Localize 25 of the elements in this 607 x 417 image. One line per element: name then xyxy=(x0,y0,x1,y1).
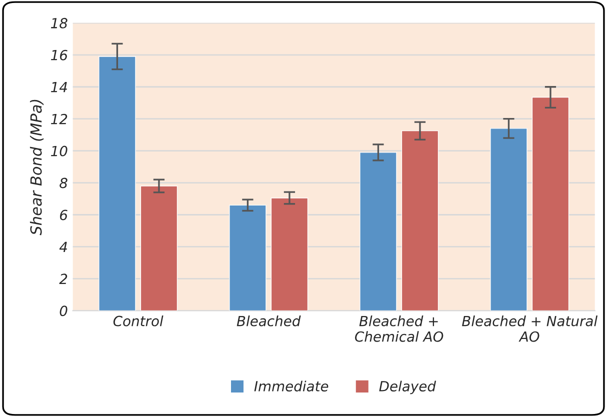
bar xyxy=(229,204,266,311)
bar xyxy=(490,128,528,311)
y-axis-title: Shear Bond (MPa) xyxy=(30,100,44,236)
x-tick-label: Bleached xyxy=(236,316,301,326)
y-tick-label: 0 xyxy=(60,306,68,316)
x-tick-label: Control xyxy=(113,316,164,326)
y-tick-label: 4 xyxy=(59,242,67,252)
x-tick-label: Bleached + Natural AO xyxy=(462,316,598,342)
bar xyxy=(140,186,178,311)
y-tick-label: 14 xyxy=(50,82,67,92)
x-tick-label: Bleached + Chemical AO xyxy=(355,316,444,342)
y-tick-label: 6 xyxy=(60,210,68,220)
legend-label: Immediate xyxy=(254,380,328,392)
bar xyxy=(360,152,397,311)
bar xyxy=(532,96,570,311)
bar xyxy=(98,56,136,311)
y-tick-label: 16 xyxy=(50,50,68,60)
y-tick-label: 8 xyxy=(60,178,68,188)
bar xyxy=(401,130,439,311)
y-tick-label: 18 xyxy=(50,18,68,28)
bar xyxy=(270,198,308,311)
y-tick-label: 12 xyxy=(50,114,68,124)
y-tick-label: 10 xyxy=(50,146,68,156)
legend-label: Delayed xyxy=(379,380,436,394)
y-tick-label: 2 xyxy=(59,274,68,284)
